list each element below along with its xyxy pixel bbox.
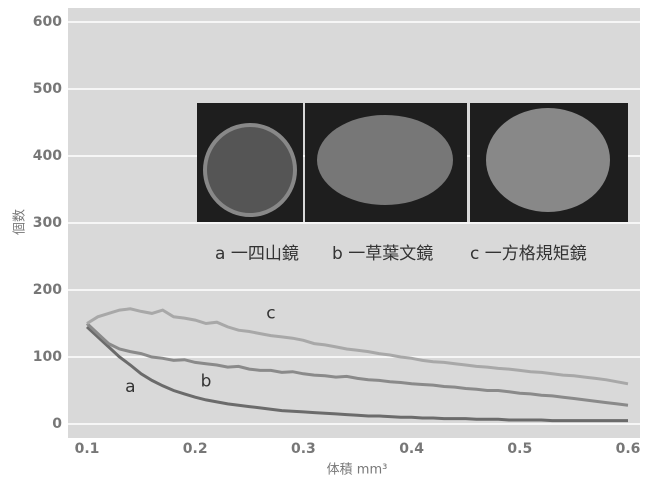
x-tick-label: 0.4 (399, 441, 424, 457)
inset-mirror (203, 123, 297, 217)
x-tick-label: 0.3 (291, 441, 316, 457)
y-tick-label: 0 (52, 416, 62, 432)
x-tick-label: 0.1 (75, 441, 100, 457)
inset-label: b 一草葉文鏡 (332, 244, 433, 264)
x-tick-label: 0.6 (616, 441, 641, 457)
series-label: c (266, 304, 275, 324)
series-line (86, 307, 629, 386)
x-axis-label: 体積 mm³ (327, 463, 388, 478)
y-axis-label: 個数 (13, 209, 28, 235)
series-label: b (201, 372, 212, 392)
inset-label: c 一方格規矩鏡 (470, 244, 587, 264)
x-tick-label: 0.2 (183, 441, 208, 457)
y-tick-label: 300 (33, 215, 62, 231)
inset-label: a 一四山鏡 (215, 244, 299, 264)
y-tick-label: 600 (33, 14, 62, 30)
inset-mirror (486, 108, 610, 212)
x-tick-label: 0.5 (507, 441, 532, 457)
y-tick-label: 500 (33, 81, 62, 97)
series-line (85, 325, 628, 423)
series-line (85, 322, 629, 407)
inset-mirror (317, 115, 453, 205)
y-tick-label: 400 (33, 148, 62, 164)
y-tick-label: 200 (33, 282, 62, 298)
y-tick-label: 100 (33, 349, 62, 365)
series-label: a (125, 377, 135, 397)
